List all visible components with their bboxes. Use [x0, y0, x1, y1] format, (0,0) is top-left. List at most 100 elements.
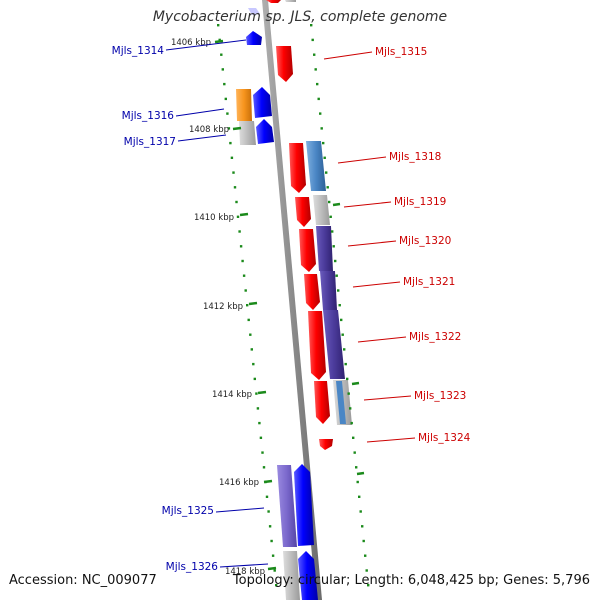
gc-track-dot: [236, 215, 240, 218]
forward-gene-arrow: [266, 0, 281, 3]
scale-tick-mark: [257, 390, 267, 395]
scale-ticks: [214, 39, 277, 571]
gene-label-mjls-1320[interactable]: Mjls_1320: [399, 235, 451, 247]
blast-hit-block: [285, 0, 296, 2]
gc-track-dot: [259, 436, 263, 439]
scale-tick-mark: [232, 126, 242, 131]
gc-track-dot: [233, 186, 237, 189]
gene-label-leader: [337, 156, 387, 164]
gene-label-leader: [366, 437, 416, 443]
gc-track-dot: [331, 230, 334, 233]
scale-tick-label: 1408 kbp: [189, 125, 229, 135]
gc-track-dot: [224, 97, 227, 101]
gc-track-dot: [352, 436, 355, 439]
gc-track-dot: [325, 171, 328, 174]
scale-tick-label: 1406 kbp: [171, 38, 211, 48]
accession-text: Accession: NC_009077: [9, 573, 157, 588]
gene-label-mjls-1316[interactable]: Mjls_1316: [122, 110, 175, 122]
gc-track-dot: [362, 539, 365, 543]
forward-gene-arrow-mjls-1319: [295, 197, 311, 227]
gc-track-dot: [227, 127, 231, 130]
gc-track-dot: [313, 53, 316, 56]
blast-hit-block: [316, 226, 333, 271]
gene-label-mjls-1324[interactable]: Mjls_1324: [418, 432, 471, 444]
gc-track-dot: [229, 141, 232, 145]
gc-track-dot: [340, 318, 343, 322]
gene-label-mjls-1318[interactable]: Mjls_1318: [389, 151, 441, 163]
gene-label-leader: [347, 240, 397, 247]
gc-track-dot: [250, 348, 253, 351]
gene-label-leader: [357, 336, 407, 343]
gc-track-dot: [265, 495, 269, 498]
gc-track-dot: [334, 259, 337, 263]
gene-label-mjls-1323[interactable]: Mjls_1323: [414, 390, 466, 402]
gene-label-leader: [343, 201, 392, 208]
gc-track-dot: [255, 392, 258, 395]
gc-track-dot: [361, 525, 364, 528]
gene-label-mjls-1317[interactable]: Mjls_1317: [124, 136, 176, 148]
gc-track-dot: [328, 200, 331, 204]
gene-label-mjls-1314[interactable]: Mjls_1314: [112, 45, 165, 57]
gene-label-leader: [219, 563, 269, 568]
scale-tick-mark: [239, 212, 249, 217]
gene-label-mjls-1325[interactable]: Mjls_1325: [162, 505, 214, 517]
gc-track-dot: [262, 466, 266, 469]
gc-track-dot: [242, 274, 246, 277]
gc-track-dot: [347, 392, 350, 395]
gc-track-dot: [261, 451, 264, 454]
gene-label-mjls-1326[interactable]: Mjls_1326: [166, 561, 219, 573]
scale-tick-label: 1410 kbp: [194, 213, 234, 223]
gc-track-dot: [273, 569, 276, 572]
gc-track-dot: [249, 333, 252, 336]
gc-track-dot: [335, 274, 338, 277]
reverse-gene-arrow-mjls-1325: [294, 464, 314, 546]
gc-track-dot: [253, 377, 256, 381]
reverse-gene-arrow: [248, 8, 260, 15]
gc-track-dot: [267, 510, 270, 513]
gc-track-dot: [252, 362, 255, 366]
gc-track-dot: [355, 466, 358, 469]
gc-track-dot: [271, 554, 275, 557]
gc-track-dot: [232, 171, 235, 174]
gc-track-dot: [319, 112, 322, 115]
gc-track-dot: [221, 68, 224, 71]
gc-track-dot: [230, 156, 234, 159]
gene-label-mjls-1315[interactable]: Mjls_1315: [375, 46, 427, 58]
gc-track-dot: [270, 539, 273, 543]
blast-hit-block: [283, 551, 300, 600]
gc-track-dot: [316, 82, 319, 86]
scale-tick-label: 1416 kbp: [219, 478, 259, 488]
gene-label-mjls-1319[interactable]: Mjls_1319: [394, 196, 446, 208]
gc-track-dot: [365, 569, 368, 572]
forward-gene-arrow-mjls-1324: [319, 439, 333, 450]
reverse-gene-arrow-mjls-1317: [256, 119, 274, 144]
gc-track-dot: [258, 421, 261, 425]
scale-tick-mark: [214, 39, 224, 44]
gc-track-dot: [353, 451, 356, 454]
gene-label-leader: [352, 281, 401, 288]
gene-label-mjls-1321[interactable]: Mjls_1321: [403, 276, 455, 288]
blast-hit-block: [306, 141, 326, 191]
gene-label-mjls-1322[interactable]: Mjls_1322: [409, 331, 461, 343]
scale-tick-mark: [267, 566, 277, 571]
gc-track-dot: [337, 289, 340, 292]
scale-tick-mark: [248, 301, 258, 306]
scale-tick-label: 1414 kbp: [212, 390, 252, 400]
gc-track-dot: [311, 38, 314, 42]
right-track-ticks: [332, 202, 365, 476]
blast-hit-block: [313, 195, 330, 225]
gc-track-dot: [246, 304, 249, 307]
forward-gene-arrow-mjls-1322: [308, 311, 326, 380]
scale-tick-label: 1412 kbp: [203, 302, 243, 312]
gc-track-dot: [359, 510, 362, 513]
gc-track-dot: [241, 259, 244, 263]
scale-tick-label: 1418 kbp: [225, 567, 265, 577]
blast-hit-block: [323, 310, 345, 379]
gc-track-dot: [341, 333, 344, 336]
gc-track-dot: [218, 38, 221, 42]
gc-track-dot: [244, 289, 247, 292]
gc-track-dot: [220, 53, 223, 56]
gc-track-dot: [268, 525, 272, 528]
gc-track-dot: [275, 584, 278, 587]
